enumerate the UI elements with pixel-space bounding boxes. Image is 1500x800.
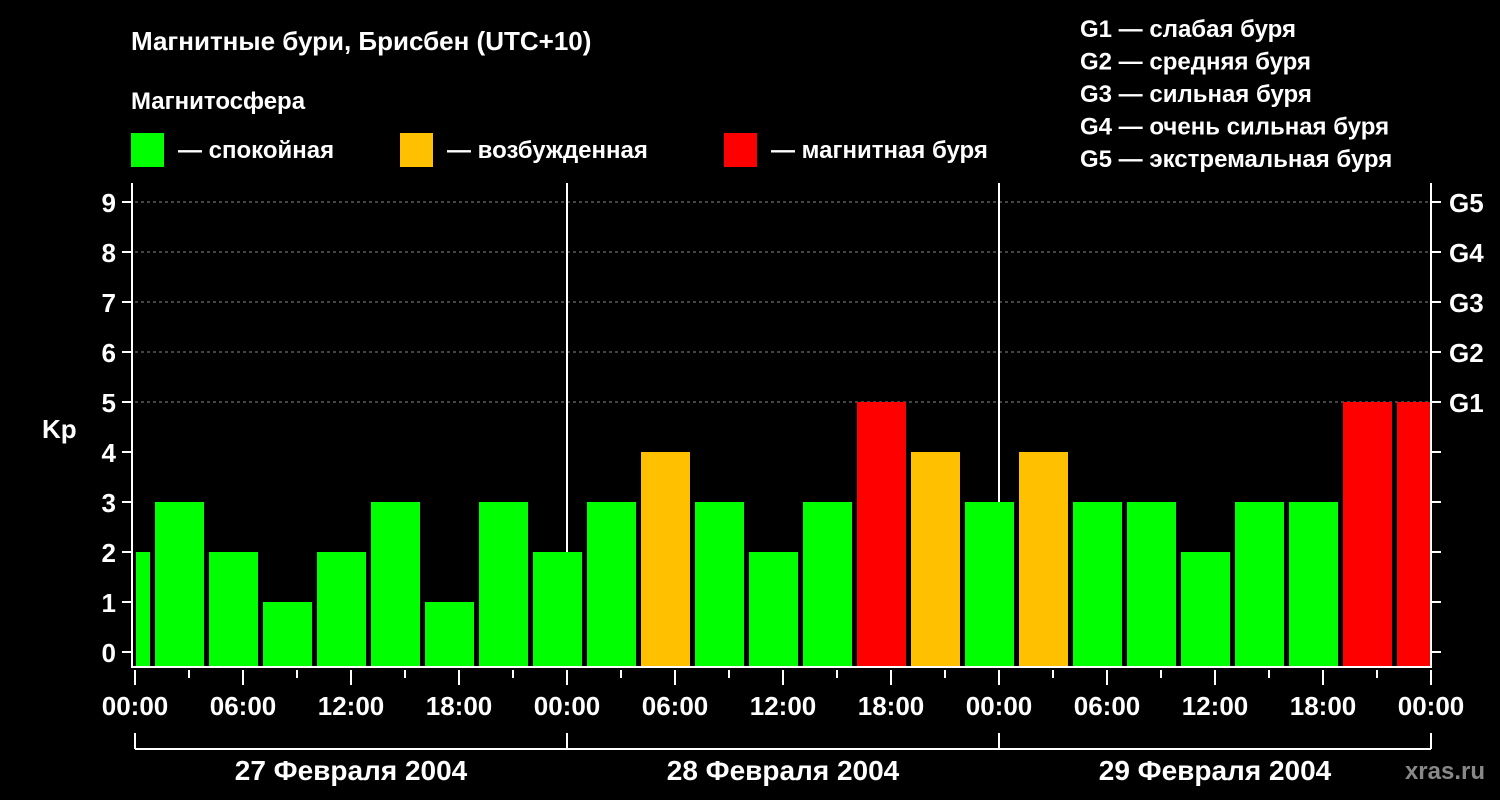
storm-scale-item: G1 — слабая буря xyxy=(1080,16,1296,43)
right-tick-label: G1 xyxy=(1449,388,1484,418)
legend-swatch xyxy=(724,133,757,167)
legend-swatch xyxy=(131,133,164,167)
bar xyxy=(1181,552,1230,666)
y-tick-label: 4 xyxy=(102,438,117,468)
legend-title: Магнитосфера xyxy=(131,88,306,115)
y-tick-label: 1 xyxy=(102,588,116,618)
bar xyxy=(911,452,960,666)
x-tick-label: 00:00 xyxy=(534,691,601,721)
right-tick-label: G3 xyxy=(1449,288,1484,318)
y-tick-label: 8 xyxy=(102,238,116,268)
bar xyxy=(263,602,312,666)
x-tick-label: 00:00 xyxy=(966,691,1033,721)
right-tick-label: G2 xyxy=(1449,338,1484,368)
y-axis-label: Kp xyxy=(42,414,77,444)
x-tick-label: 06:00 xyxy=(210,691,277,721)
legend-label: — возбужденная xyxy=(447,137,648,164)
x-tick-label: 12:00 xyxy=(750,691,817,721)
legend-label: — магнитная буря xyxy=(771,137,988,164)
chart-title: Магнитные бури, Брисбен (UTC+10) xyxy=(131,26,591,56)
bar xyxy=(209,552,258,666)
bar xyxy=(695,502,744,666)
axes: 0 1 2 3 4 5 6 7 8 9 G1 G2 G3 G4 G5 00:00 06:00 12:00 18:00… xyxy=(102,183,1484,786)
x-tick-label: 18:00 xyxy=(1290,691,1357,721)
x-tick-label: 12:00 xyxy=(318,691,385,721)
x-tick-label: 18:00 xyxy=(426,691,493,721)
y-tick-label: 3 xyxy=(102,488,116,518)
bar xyxy=(1343,402,1392,666)
bar xyxy=(803,502,852,666)
bar xyxy=(371,502,420,666)
bar xyxy=(587,502,636,666)
y-tick-label: 0 xyxy=(102,638,116,668)
day-label: 29 Февраля 2004 xyxy=(1099,755,1332,786)
storm-scale-item: G3 — сильная буря xyxy=(1080,81,1312,108)
legend-swatch xyxy=(400,133,433,167)
x-tick-label: 00:00 xyxy=(102,691,169,721)
right-tick-label: G4 xyxy=(1449,238,1484,268)
bar xyxy=(749,552,798,666)
bar xyxy=(1397,402,1430,666)
bar xyxy=(317,552,366,666)
x-tick-label: 00:00 xyxy=(1398,691,1465,721)
bar xyxy=(155,502,204,666)
bar xyxy=(857,402,906,666)
day-label: 27 Февраля 2004 xyxy=(235,755,468,786)
day-label: 28 Февраля 2004 xyxy=(667,755,900,786)
bar xyxy=(965,502,1014,666)
y-tick-label: 9 xyxy=(102,188,116,218)
bar xyxy=(1127,502,1176,666)
bar xyxy=(1235,502,1284,666)
right-tick-label: G5 xyxy=(1449,188,1484,218)
storm-scale-item: G5 — экстремальная буря xyxy=(1080,146,1392,173)
bar xyxy=(1289,502,1338,666)
storm-scale-legend: G1 — слабая буря G2 — средняя буря G3 — си… xyxy=(1080,16,1392,173)
legend: — спокойная — возбужденная — магнитная бур… xyxy=(131,133,988,167)
y-tick-label: 2 xyxy=(102,538,116,568)
y-tick-label: 5 xyxy=(102,388,116,418)
grid xyxy=(135,183,1431,667)
bar xyxy=(425,602,474,666)
bar xyxy=(479,502,528,666)
x-tick-label: 12:00 xyxy=(1182,691,1249,721)
bar xyxy=(641,452,690,666)
bar xyxy=(1019,452,1068,666)
legend-label: — спокойная xyxy=(178,137,334,164)
bar xyxy=(136,552,150,666)
bars xyxy=(136,402,1430,666)
storm-scale-item: G4 — очень сильная буря xyxy=(1080,114,1389,141)
bar xyxy=(533,552,582,666)
bar xyxy=(1073,502,1122,666)
x-tick-label: 18:00 xyxy=(858,691,925,721)
storm-scale-item: G2 — средняя буря xyxy=(1080,49,1311,76)
x-tick-label: 06:00 xyxy=(642,691,709,721)
y-tick-label: 6 xyxy=(102,338,116,368)
watermark: xras.ru xyxy=(1405,758,1485,785)
x-tick-label: 06:00 xyxy=(1074,691,1141,721)
y-tick-label: 7 xyxy=(102,288,116,318)
